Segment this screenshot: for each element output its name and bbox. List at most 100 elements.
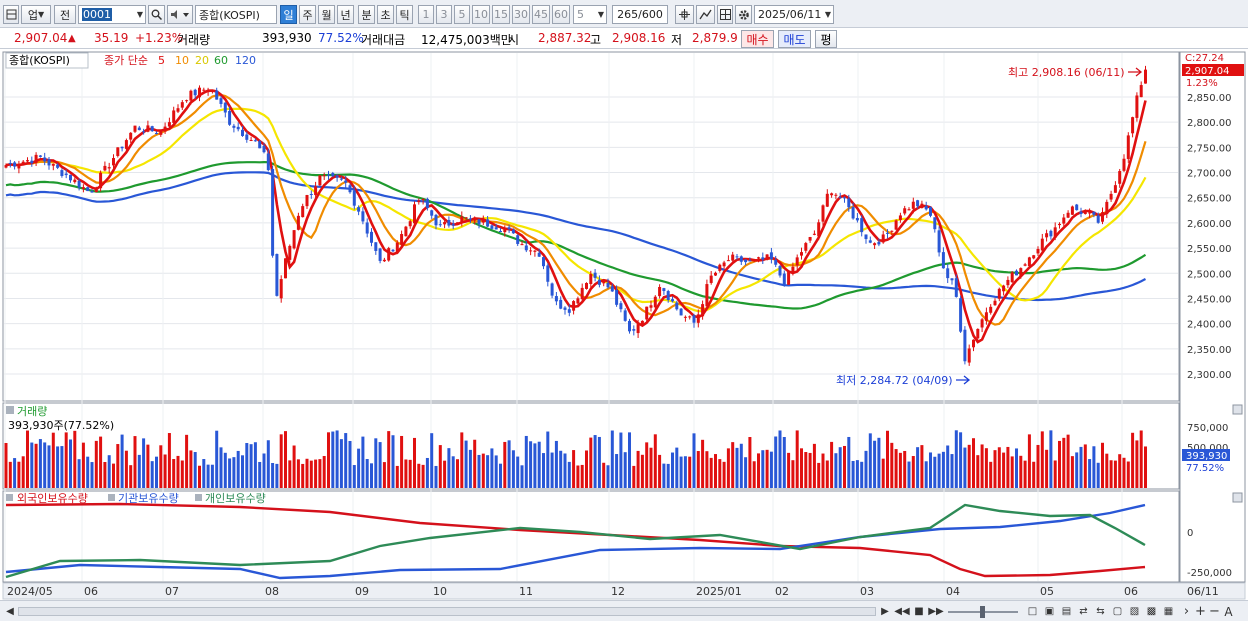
layout-icon[interactable]: ⇆ — [1096, 606, 1105, 617]
avg-button[interactable]: 평 — [815, 30, 837, 48]
volume-bar — [1122, 457, 1126, 488]
grid-icon[interactable] — [717, 5, 733, 24]
candle-body — [172, 110, 176, 123]
candle-body — [800, 252, 803, 256]
volume-bar — [800, 448, 803, 488]
volume-bar — [13, 458, 17, 488]
speaker-icon[interactable] — [167, 5, 193, 24]
candle-body — [335, 175, 339, 178]
period-tick[interactable]: 틱 — [396, 5, 413, 24]
zoom-in-icon[interactable]: + — [1195, 604, 1206, 619]
scroll-right-icon[interactable]: ▶ — [881, 606, 889, 617]
period-year[interactable]: 년 — [337, 5, 354, 24]
interval-30[interactable]: 30 — [512, 5, 530, 24]
count-input[interactable]: 265/600 — [612, 5, 668, 24]
candle-body — [537, 252, 541, 257]
x-axis-label: 04 — [946, 585, 960, 598]
period-month[interactable]: 월 — [318, 5, 335, 24]
vol-axis-current: 393,930 — [1186, 451, 1227, 462]
stop-icon[interactable]: ■ — [914, 606, 924, 617]
ma-60-line — [5, 160, 1147, 310]
scroll-left-icon[interactable]: ◀ — [6, 606, 14, 617]
interval-30-label: 30 — [514, 8, 528, 21]
period-day[interactable]: 일 — [280, 5, 297, 24]
interval-10[interactable]: 10 — [472, 5, 490, 24]
period-week[interactable]: 주 — [299, 5, 316, 24]
candle-body — [714, 272, 717, 276]
candle-body — [542, 257, 545, 267]
candle-body — [236, 126, 240, 130]
candle-body — [339, 178, 343, 180]
layout-icon[interactable]: ▣ — [1044, 606, 1055, 617]
volume-bar — [911, 456, 915, 488]
volume-bar — [120, 434, 124, 488]
zoom-out-icon[interactable]: − — [1209, 604, 1220, 619]
date-input[interactable]: 2025/06/11 ▼ — [754, 5, 834, 24]
layout-icon[interactable]: ▢ — [1112, 606, 1123, 617]
zoom-slider-handle[interactable] — [980, 606, 985, 618]
volume-bar — [744, 457, 748, 488]
search-icon[interactable] — [148, 5, 165, 24]
period-minute[interactable]: 분 — [358, 5, 375, 24]
volume-bar — [597, 436, 601, 488]
interval-1[interactable]: 1 — [418, 5, 434, 24]
layout-icon[interactable]: ▤ — [1061, 606, 1072, 617]
candle-body — [1049, 230, 1053, 237]
volume-bar — [266, 440, 270, 488]
candle-body — [69, 174, 72, 181]
gear-icon[interactable] — [735, 5, 752, 24]
volume-bar — [456, 459, 459, 488]
close-icon[interactable] — [1232, 492, 1243, 503]
draw-line-icon[interactable] — [696, 5, 715, 24]
interval-1-label: 1 — [422, 8, 430, 21]
layout-icon[interactable]: ▦ — [1163, 606, 1174, 617]
layout-icon[interactable]: □ — [1027, 606, 1038, 617]
forward-icon[interactable]: ▶▶ — [928, 606, 944, 617]
candle-body — [744, 259, 748, 263]
candle-body — [185, 100, 189, 102]
candle-body — [133, 125, 137, 132]
candle-body — [150, 126, 154, 132]
chart-type-icon[interactable] — [3, 5, 19, 24]
interval-5[interactable]: 5 — [454, 5, 470, 24]
price-axis-tick: 2,550.00 — [1187, 244, 1232, 255]
volume-bar — [107, 455, 111, 488]
code-input[interactable]: 0001 ▼ — [78, 5, 146, 24]
interval-15[interactable]: 15 — [492, 5, 510, 24]
volume-bar — [1066, 434, 1070, 488]
candle-body — [1002, 285, 1006, 292]
layout-icon[interactable]: ⇄ — [1079, 606, 1088, 617]
volume-bar — [486, 455, 490, 488]
volume-bar — [391, 435, 395, 488]
prev-button[interactable]: 전 — [54, 5, 76, 24]
chart-area[interactable]: 종합(KOSPI) 종가 단순 5 10 20 60 120 2,850.00 2… — [0, 49, 1248, 600]
font-size-icon[interactable]: A — [1224, 604, 1233, 619]
sell-button[interactable]: 매도 — [778, 30, 811, 48]
period-day-label: 일 — [283, 8, 294, 22]
legend-ma-120: 120 — [235, 54, 256, 67]
close-icon[interactable] — [1232, 404, 1243, 415]
candle-body — [486, 219, 490, 227]
volume-bar — [425, 457, 429, 488]
chart-svg[interactable]: 종합(KOSPI) 종가 단순 5 10 20 60 120 2,850.002… — [0, 49, 1248, 600]
scroll-track[interactable] — [18, 607, 876, 616]
buy-button[interactable]: 매수 — [741, 30, 774, 48]
nav-right-icon[interactable]: › — [1183, 604, 1190, 619]
interval-45[interactable]: 45 — [532, 5, 550, 24]
volume-bar — [352, 465, 356, 488]
market-select[interactable]: 업 ▼ — [21, 5, 51, 24]
open-value: 2,887.32 — [538, 31, 592, 45]
volume-bar — [585, 450, 588, 488]
layout-icon[interactable]: ▩ — [1146, 606, 1157, 617]
layout-icon[interactable]: ▧ — [1129, 606, 1140, 617]
candle-body — [43, 157, 47, 162]
candle-body — [271, 168, 275, 256]
crosshair-icon[interactable] — [675, 5, 694, 24]
interval-3[interactable]: 3 — [436, 5, 452, 24]
rewind-icon[interactable]: ◀◀ — [894, 606, 910, 617]
interval-60[interactable]: 60 — [552, 5, 570, 24]
period-second[interactable]: 초 — [377, 5, 394, 24]
market-select-value: 업 — [27, 8, 38, 22]
interval-input[interactable]: 5 ▼ — [573, 5, 607, 24]
candle-body — [980, 319, 984, 328]
